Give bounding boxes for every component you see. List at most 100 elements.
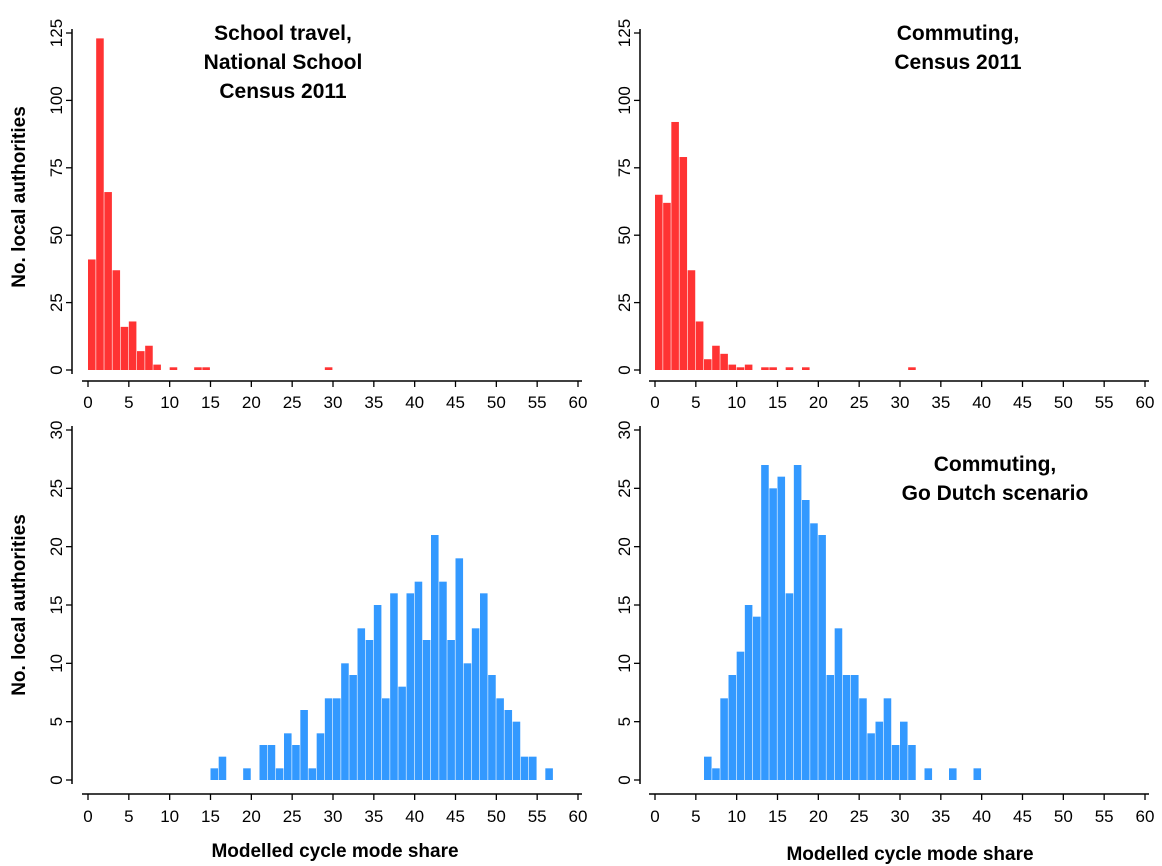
bar-13 [194, 367, 202, 370]
bar-28 [883, 698, 892, 780]
bar-31 [908, 367, 916, 370]
bar-10 [169, 367, 178, 370]
bar-7 [712, 768, 720, 780]
bar-6 [704, 756, 712, 780]
bar-16 [785, 593, 794, 780]
bar-25 [859, 698, 867, 780]
x-tick-label-25: 25 [283, 807, 302, 826]
bar-34 [365, 640, 374, 780]
bar-8 [720, 353, 728, 370]
x-tick-label-35: 35 [364, 807, 383, 826]
bar-39 [406, 593, 415, 780]
x-tick-label-45: 45 [446, 393, 465, 412]
bar-3 [112, 270, 121, 370]
x-tick-label-40: 40 [972, 807, 991, 826]
bar-37 [390, 593, 398, 780]
bar-13 [761, 367, 769, 370]
bar-27 [875, 721, 884, 780]
bar-5 [695, 321, 704, 370]
panel-commuting-census: 0 5 10 15 20 25 30 35 40 45 50 55 60 0 25 50 75 100 125 Com… [615, 19, 1154, 412]
bar-6 [137, 351, 145, 370]
x-tick-label-60: 60 [1136, 393, 1155, 412]
bar-10 [736, 651, 745, 780]
y-tick-label-15: 15 [615, 596, 634, 615]
y-tick-label-5: 5 [47, 717, 66, 726]
bar-29 [324, 698, 333, 780]
y-tick-label-25: 25 [47, 293, 66, 312]
bar-19 [810, 523, 818, 780]
x-tick-label-5: 5 [124, 807, 133, 826]
y-tick-label-125: 125 [615, 19, 634, 47]
bar-2 [104, 192, 112, 370]
x-tick-label-5: 5 [691, 807, 700, 826]
bar-27 [308, 768, 317, 780]
x-tick-label-40: 40 [405, 807, 424, 826]
panel-school-travel-go-dutch: 0 5 10 15 20 25 30 35 40 45 50 55 60 0 5 10 15 20 25 30 [47, 421, 587, 826]
bar-50 [496, 698, 504, 780]
bar-33 [357, 628, 366, 780]
y-tick-label-100: 100 [615, 86, 634, 114]
x-tick-label-60: 60 [569, 807, 588, 826]
bar-30 [333, 698, 341, 780]
x-tick-label-55: 55 [528, 807, 547, 826]
bar-29 [324, 367, 333, 370]
y-tick-label-0: 0 [47, 365, 66, 374]
x-tick-label-60: 60 [569, 393, 588, 412]
y-tick-label-20: 20 [615, 537, 634, 556]
x-tick-label-45: 45 [1013, 393, 1032, 412]
bar-26 [300, 710, 308, 780]
x-tick-label-15: 15 [201, 393, 220, 412]
x-axis-label-right: Modelled cycle mode share [786, 844, 1033, 865]
x-tick-label-50: 50 [487, 807, 506, 826]
x-tick-label-35: 35 [931, 807, 950, 826]
bar-14 [769, 488, 777, 780]
y-tick-label-30: 30 [615, 421, 634, 440]
x-tick-label-25: 25 [850, 393, 869, 412]
bar-43 [439, 581, 447, 780]
bar-15 [777, 476, 786, 780]
x-tick-label-25: 25 [850, 807, 869, 826]
x-tick-label-40: 40 [405, 393, 424, 412]
x-tick-label-20: 20 [242, 393, 261, 412]
x-tick-label-10: 10 [727, 393, 746, 412]
bar-0 [88, 259, 96, 370]
x-tick-label-30: 30 [324, 393, 343, 412]
bar-21 [259, 745, 268, 780]
bar-4 [120, 326, 129, 370]
y-tick-label-75: 75 [615, 158, 634, 177]
bar-17 [793, 465, 802, 780]
x-tick-label-50: 50 [1054, 807, 1073, 826]
bar-53 [520, 756, 529, 780]
bar-4 [687, 270, 696, 370]
x-tick-label-5: 5 [691, 393, 700, 412]
bar-8 [720, 698, 728, 780]
y-tick-label-125: 125 [47, 19, 66, 47]
bar-54 [529, 756, 537, 780]
bar-19 [243, 768, 251, 780]
bar-16 [218, 756, 227, 780]
bar-11 [744, 605, 753, 780]
bar-13 [761, 465, 769, 780]
bar-8 [153, 364, 161, 370]
bar-26 [867, 733, 875, 780]
bar-6 [704, 359, 712, 370]
bar-38 [398, 686, 406, 780]
bar-20 [818, 535, 826, 780]
x-tick-label-0: 0 [650, 807, 659, 826]
x-tick-label-0: 0 [83, 807, 92, 826]
bar-35 [373, 605, 382, 780]
panel-title-line-1: School travel, [214, 22, 352, 45]
y-tick-label-15: 15 [47, 596, 66, 615]
x-tick-label-55: 55 [528, 393, 547, 412]
bar-31 [908, 745, 916, 780]
bar-22 [834, 628, 843, 780]
bar-46 [463, 663, 472, 780]
x-tick-label-25: 25 [283, 393, 302, 412]
x-tick-label-40: 40 [972, 393, 991, 412]
x-tick-label-50: 50 [487, 393, 506, 412]
bar-1 [663, 202, 671, 370]
bar-24 [284, 733, 292, 780]
bar-0 [655, 194, 663, 370]
bar-5 [128, 321, 137, 370]
x-tick-label-30: 30 [891, 807, 910, 826]
